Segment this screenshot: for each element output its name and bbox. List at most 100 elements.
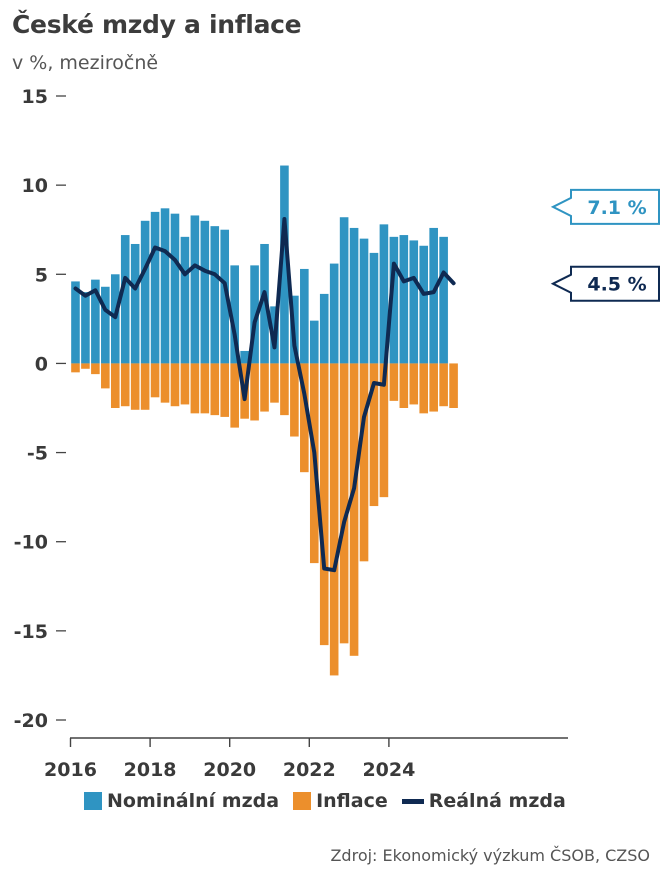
inflation-bar	[280, 363, 289, 416]
nominal-callout-label: 7.1 %	[587, 197, 646, 219]
inflation-bar	[260, 363, 269, 412]
y-tick-label: -5	[27, 443, 48, 465]
inflation-bar	[120, 363, 130, 407]
inflation-bars	[71, 363, 458, 676]
inflation-bar	[101, 363, 110, 389]
y-tick-label: 0	[35, 353, 48, 375]
nominal-bar	[101, 286, 110, 364]
nominal-bar	[130, 243, 140, 364]
nominal-bar	[240, 350, 249, 364]
inflation-bar	[180, 363, 190, 405]
inflation-bar	[160, 363, 170, 403]
inflation-bar	[91, 363, 100, 375]
inflation-bar	[419, 363, 429, 414]
nominal-bar	[359, 238, 369, 364]
nominal-bar	[300, 268, 309, 364]
y-tick-label: 15	[22, 86, 48, 108]
y-tick-label: 5	[35, 264, 48, 286]
x-axis: 2016 2018 2020 2022 2024	[44, 737, 568, 781]
chart-title: České mzdy a inflace	[12, 10, 302, 39]
y-axis: 15 10 5 0 -5 -10 -15 -20	[14, 86, 66, 732]
inflation-bar	[110, 363, 120, 408]
nominal-bar	[329, 263, 339, 364]
inflation-bar	[140, 363, 150, 410]
real-wage-line	[73, 217, 456, 573]
legend-label-inflation: Inflace	[316, 790, 388, 812]
nominal-bar	[389, 236, 399, 364]
nominal-bar	[409, 240, 419, 364]
inflation-bar	[250, 363, 259, 421]
x-tick-label: 2020	[203, 759, 256, 781]
source-note: Zdroj: Ekonomický výzkum ČSOB, CZSO	[330, 846, 650, 865]
real-callout-label: 4.5 %	[587, 274, 646, 296]
inflation-bar	[449, 363, 458, 408]
legend-item-inflation: Inflace	[293, 790, 388, 812]
nominal-bar	[429, 227, 438, 364]
real-callout-box	[550, 265, 660, 302]
nominal-bar	[230, 265, 239, 364]
inflation-bar	[389, 363, 399, 401]
nominal-bar	[220, 229, 230, 364]
real-wage-line-group	[73, 217, 456, 573]
nominal-wage-bars	[71, 165, 448, 364]
inflation-bar	[220, 363, 230, 417]
real-callout: 4.5 %	[550, 265, 660, 302]
y-tick-label: -20	[14, 710, 48, 732]
nominal-bar	[210, 226, 220, 364]
nominal-bar	[190, 215, 200, 364]
inflation-bar	[379, 363, 389, 498]
inflation-bar	[71, 363, 80, 373]
inflation-bar	[190, 363, 200, 414]
inflation-bar	[329, 363, 339, 676]
x-tick-label: 2024	[362, 759, 415, 781]
x-tick-label: 2016	[44, 759, 97, 781]
chart-subtitle: v %, meziročně	[12, 52, 159, 74]
legend-swatch-nominal	[84, 792, 102, 810]
legend-swatch-inflation	[293, 792, 312, 810]
y-tick-label: -15	[14, 621, 48, 643]
inflation-bar	[429, 363, 438, 412]
nominal-bar	[260, 243, 269, 364]
callouts: 7.1 % 4.5 %	[550, 188, 660, 302]
nominal-bar	[250, 265, 259, 364]
nominal-bar	[81, 292, 90, 364]
nominal-bar	[170, 213, 180, 364]
nominal-bar	[349, 227, 359, 364]
legend-item-real: Reálná mzda	[401, 790, 566, 812]
nominal-bar	[339, 217, 349, 364]
inflation-bar	[439, 363, 448, 407]
legend-label-real: Reálná mzda	[428, 790, 566, 812]
nominal-callout-box	[550, 188, 660, 225]
legend-swatch-real	[401, 798, 424, 804]
nominal-bar	[71, 281, 80, 364]
nominal-bar	[91, 279, 100, 364]
nominal-bar	[140, 220, 150, 364]
y-tick-label: -10	[14, 532, 48, 554]
nominal-bar	[379, 224, 389, 364]
inflation-bar	[319, 363, 329, 646]
inflation-bar	[130, 363, 140, 410]
legend-label-nominal: Nominální mzda	[107, 790, 280, 812]
nominal-bar	[369, 252, 379, 364]
inflation-bar	[150, 363, 160, 398]
nominal-bar	[150, 211, 160, 364]
nominal-bar	[160, 208, 170, 364]
nominal-bar	[319, 293, 329, 364]
nominal-bar	[309, 320, 319, 364]
inflation-bar	[349, 363, 359, 656]
nominal-bar	[419, 245, 429, 364]
nominal-bar	[180, 236, 190, 364]
inflation-bar	[409, 363, 419, 405]
nominal-bar	[399, 235, 409, 364]
inflation-bar	[359, 363, 369, 562]
inflation-bar	[81, 363, 90, 369]
nominal-bar	[280, 165, 289, 364]
inflation-bar	[230, 363, 239, 428]
inflation-bar	[300, 363, 309, 473]
x-tick-label: 2018	[124, 759, 177, 781]
inflation-bar	[170, 363, 180, 407]
nominal-callout: 7.1 %	[550, 188, 660, 225]
nominal-bar	[439, 236, 448, 364]
inflation-bar	[290, 363, 299, 437]
